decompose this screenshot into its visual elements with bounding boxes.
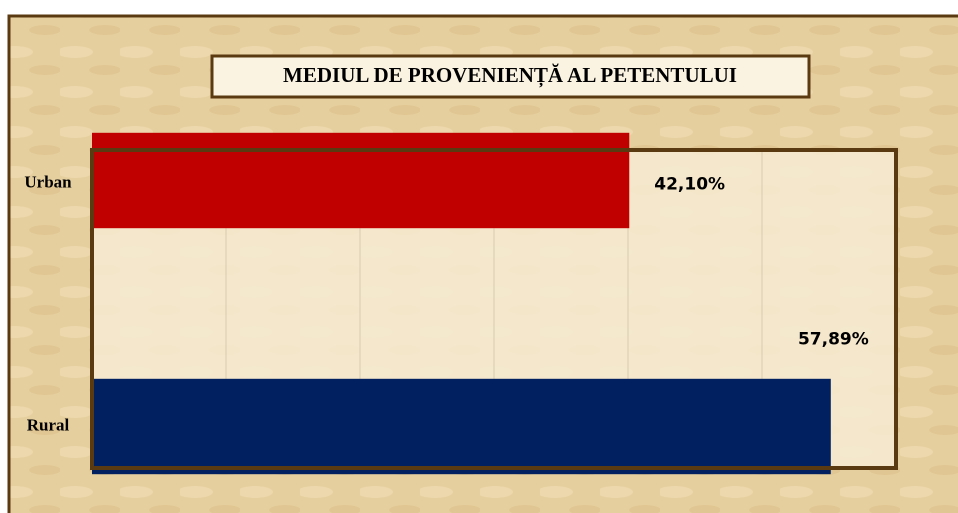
bar <box>92 378 831 475</box>
y-tick-label: Rural <box>27 415 70 434</box>
value-label: 42,10% <box>654 175 725 195</box>
panel-border <box>7 14 958 513</box>
title-box <box>210 54 811 99</box>
bar <box>92 132 630 229</box>
plot-border <box>90 148 898 470</box>
y-tick-label: Urban <box>24 172 72 191</box>
chart-title: MEDIUL DE PROVENIENȚĂ AL PETENTULUI <box>283 63 737 88</box>
value-label: 57,89% <box>798 330 869 350</box>
